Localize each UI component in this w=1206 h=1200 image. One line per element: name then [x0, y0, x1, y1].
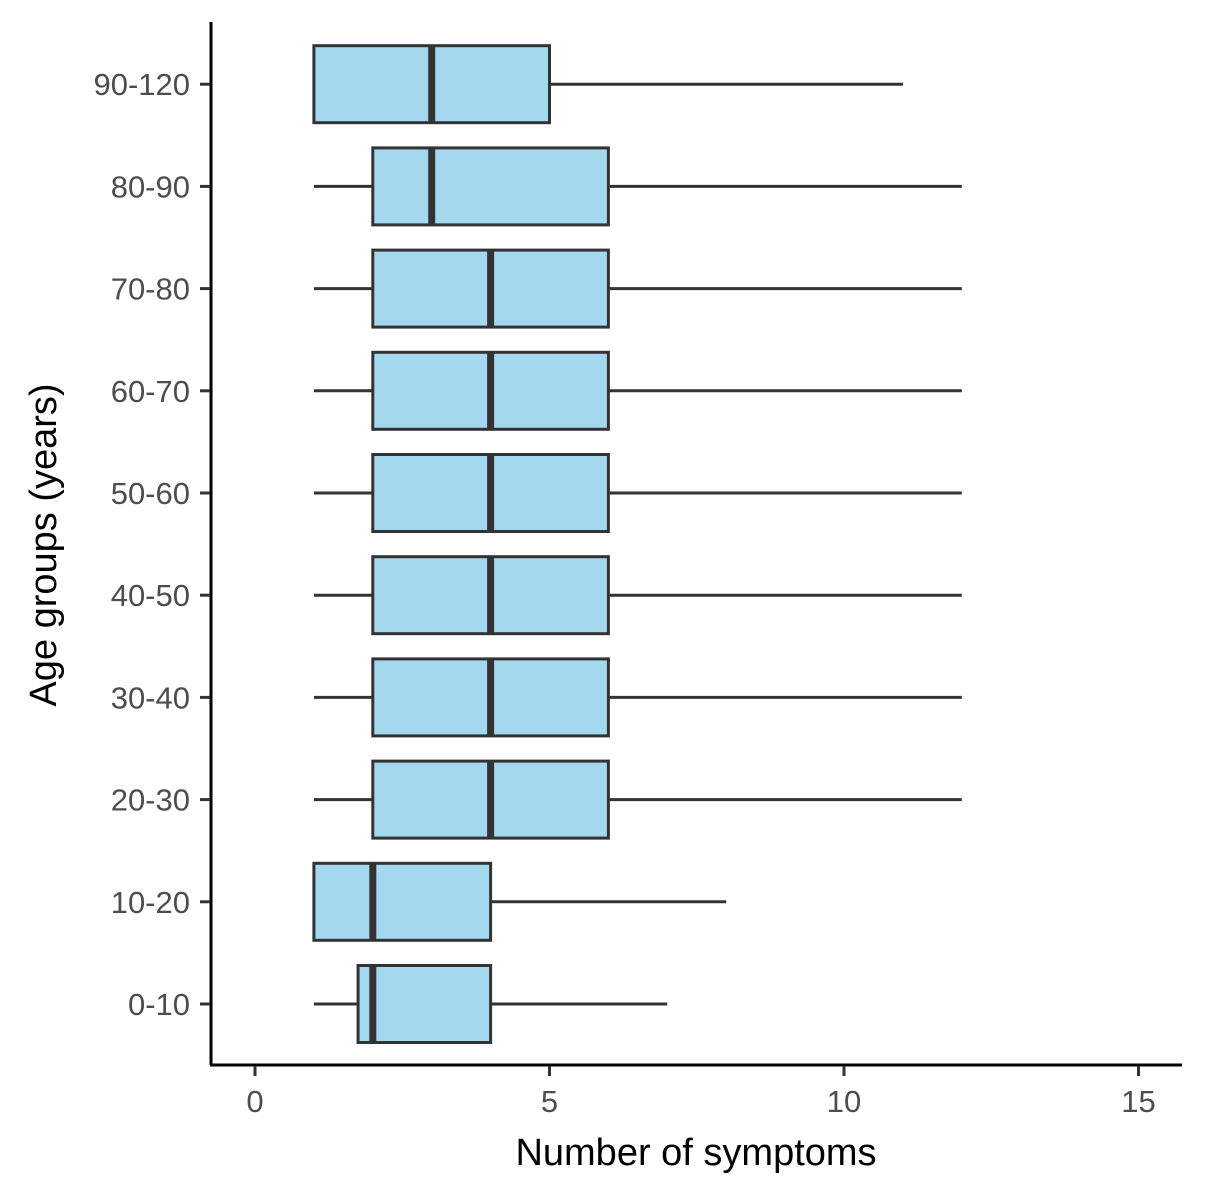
- y-tick-label: 80-90: [111, 169, 190, 204]
- y-tick-label: 90-120: [93, 67, 190, 102]
- y-tick-label: 50-60: [111, 476, 190, 511]
- y-tick-label: 20-30: [111, 783, 190, 818]
- y-tick-label: 30-40: [111, 680, 190, 715]
- box-0-10: [313, 964, 668, 1044]
- box-70-80: [313, 248, 962, 329]
- y-tick-label: 70-80: [111, 272, 190, 307]
- box-90-120: [312, 44, 903, 125]
- y-tick-label: 0-10: [128, 987, 190, 1022]
- y-tick-label: 10-20: [111, 885, 190, 920]
- x-tick-label: 5: [541, 1084, 558, 1119]
- y-tick-label: 40-50: [111, 578, 190, 613]
- y-tick-label: 60-70: [111, 374, 190, 409]
- y-axis-title: Age groups (years): [23, 383, 65, 706]
- box-40-50: [313, 555, 962, 636]
- box-20-30: [313, 759, 962, 840]
- x-tick-label: 0: [246, 1084, 263, 1119]
- x-axis-ticks: 0 5 10 15: [246, 1066, 1156, 1119]
- box-30-40: [313, 657, 962, 738]
- x-axis-title: Number of symptoms: [515, 1132, 876, 1174]
- y-axis-ticks: 0-10 10-20 20-30 30-40 40-50 50-60 60-70 70-80 8…: [93, 67, 210, 1022]
- iqr-box: [371, 146, 610, 227]
- iqr-box: [312, 861, 493, 942]
- box-series: [312, 44, 962, 1044]
- box-80-90: [313, 146, 962, 227]
- x-tick-label: 10: [827, 1084, 861, 1119]
- box-50-60: [313, 453, 962, 533]
- x-tick-label: 15: [1121, 1084, 1155, 1119]
- axes: [209, 22, 1182, 1067]
- box-10-20: [312, 861, 727, 942]
- box-60-70: [313, 350, 962, 431]
- iqr-box: [356, 964, 493, 1044]
